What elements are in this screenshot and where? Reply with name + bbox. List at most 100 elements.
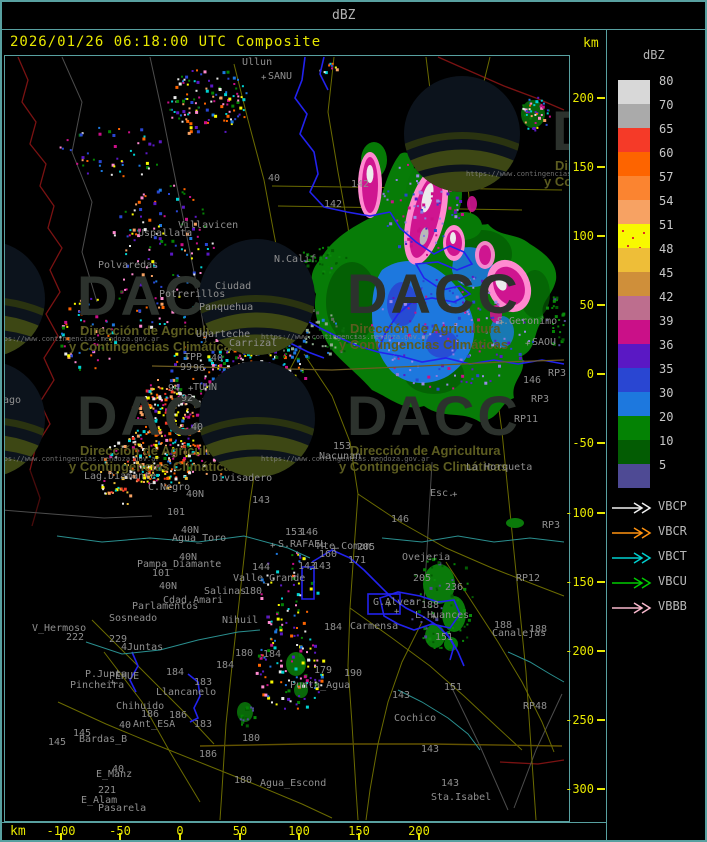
legend-scale-value: 20 bbox=[659, 410, 674, 424]
place-label: 94 bbox=[168, 383, 181, 394]
legend-color-cell bbox=[618, 176, 650, 200]
watermark-acronym: DACC bbox=[552, 98, 569, 163]
legend-scale-value: 5 bbox=[659, 458, 667, 472]
place-label: 171 bbox=[348, 555, 367, 566]
place-label: Lag.Diamante bbox=[84, 471, 157, 482]
place-label: 180 bbox=[242, 733, 261, 744]
right-axis-tick-label: -50 bbox=[572, 436, 594, 450]
place-label: Pasarela bbox=[98, 803, 147, 814]
place-label: 153 bbox=[285, 527, 304, 538]
legend-speckle bbox=[632, 237, 634, 239]
place-label: S.Geronimo bbox=[497, 316, 558, 327]
legend-color-cell bbox=[618, 128, 650, 152]
legend-color-cell bbox=[618, 200, 650, 224]
place-label: TUHN bbox=[193, 382, 218, 393]
legend-scale-value: 36 bbox=[659, 338, 674, 352]
bottom-axis-tick-label: -50 bbox=[109, 824, 131, 838]
place-label: 190 bbox=[344, 668, 363, 679]
watermark-url: https://www.contingencias.mendoza.gov.ar bbox=[261, 455, 430, 463]
dacc-logo-icon bbox=[5, 363, 45, 477]
place-label: 143 bbox=[313, 561, 332, 572]
place-label: 92 bbox=[181, 393, 194, 404]
legend-speckle bbox=[627, 245, 629, 247]
place-label: Uspallata bbox=[138, 228, 193, 239]
watermark-acronym: DACC bbox=[347, 384, 521, 447]
place-label: Agua_Toro bbox=[172, 533, 227, 544]
legend-color-cell bbox=[618, 440, 650, 464]
place-label: 188 bbox=[494, 620, 513, 631]
right-axis-tick-label: -250 bbox=[565, 713, 594, 727]
border-lines bbox=[17, 56, 565, 765]
bottom-axis-tick-label: 50 bbox=[232, 824, 248, 838]
bottom-axis-tick-label: 100 bbox=[288, 824, 310, 838]
legend-scale-value: 60 bbox=[659, 146, 674, 160]
legend-scale-value: 30 bbox=[659, 386, 674, 400]
place-label: 151 bbox=[444, 682, 463, 693]
vector-label: VBCT bbox=[658, 549, 687, 563]
legend-color-cell bbox=[618, 104, 650, 128]
place-label: Potrerillos bbox=[159, 289, 226, 300]
legend-scale-value: 65 bbox=[659, 122, 674, 136]
timestamp-label: 2026/01/26 06:18:00 UTC Composite bbox=[10, 34, 322, 50]
place-label: N.Calif bbox=[274, 254, 317, 265]
place-label: Ciudad bbox=[215, 281, 252, 292]
right-axis-tick bbox=[597, 442, 605, 444]
bottom-axis-tick-label: 150 bbox=[348, 824, 370, 838]
place-label: Llancanelo bbox=[156, 687, 217, 698]
place-label: Chihuido bbox=[116, 701, 165, 712]
place-label: 40N bbox=[179, 552, 198, 563]
bottom-axis-tick-label: -100 bbox=[46, 824, 76, 838]
station-marker-icon: + bbox=[525, 339, 531, 349]
place-label: RP3 bbox=[531, 394, 550, 405]
place-label: Salinas bbox=[204, 586, 247, 597]
place-label: Sosneado bbox=[109, 613, 158, 624]
legend-color-cell bbox=[618, 272, 650, 296]
place-label: TPP bbox=[184, 352, 203, 363]
place-label: 146 bbox=[523, 375, 542, 386]
right-axis-tick bbox=[597, 788, 605, 790]
watermark-line2: y Contingencias Climáticas bbox=[544, 174, 569, 189]
place-label: 180 bbox=[244, 586, 263, 597]
watermark-line1: Dirección de Agricultura bbox=[80, 323, 231, 338]
legend-scale-value: 45 bbox=[659, 266, 674, 280]
right-axis-tick bbox=[597, 719, 605, 721]
station-marker-icon: + bbox=[188, 384, 194, 394]
place-label: 143 bbox=[298, 561, 317, 572]
place-label: 143 bbox=[252, 495, 271, 506]
dacc-logo-icon bbox=[199, 239, 315, 355]
place-label: 146 bbox=[391, 514, 410, 525]
place-label: 183 bbox=[194, 677, 213, 688]
vbcr-arrow-icon bbox=[611, 524, 653, 543]
place-label: 184 bbox=[263, 649, 282, 660]
place-label: 145 bbox=[48, 737, 67, 748]
bottom-axis-tick bbox=[418, 833, 420, 840]
right-axis-tick bbox=[597, 373, 605, 375]
bottom-axis-tick bbox=[239, 833, 241, 840]
watermark-line1: Dirección de Agricultura bbox=[555, 158, 569, 173]
station-marker-icon: + bbox=[394, 607, 400, 617]
bottom-axis-tick-label: 200 bbox=[408, 824, 430, 838]
place-label: 99 bbox=[180, 362, 193, 373]
legend-color-cell bbox=[618, 368, 650, 392]
place-label: G.Alvear bbox=[373, 597, 422, 608]
right-axis-tick-label: -150 bbox=[565, 575, 594, 589]
place-label: Panquehua bbox=[199, 302, 254, 313]
right-axis-tick bbox=[597, 512, 605, 514]
place-label: 160 bbox=[319, 549, 338, 560]
place-label: P.Junta bbox=[85, 669, 128, 680]
bottom-axis-divider bbox=[2, 822, 607, 823]
place-label: 144 bbox=[252, 562, 271, 573]
place-label: 142 bbox=[351, 179, 370, 190]
right-axis-tick-label: 150 bbox=[572, 160, 594, 174]
place-label: RP3 bbox=[542, 520, 561, 531]
legend-scale-value: 54 bbox=[659, 194, 674, 208]
place-label: 186 bbox=[199, 749, 218, 760]
place-label: Nacunan bbox=[319, 451, 362, 462]
station-marker-icon: + bbox=[452, 490, 458, 500]
place-label: S.RAFAEL bbox=[278, 539, 327, 550]
place-label: 188 bbox=[529, 624, 548, 635]
legend-color-cell bbox=[618, 248, 650, 272]
titlebar-divider bbox=[2, 29, 705, 30]
place-label: Agua_Escond bbox=[260, 778, 327, 789]
